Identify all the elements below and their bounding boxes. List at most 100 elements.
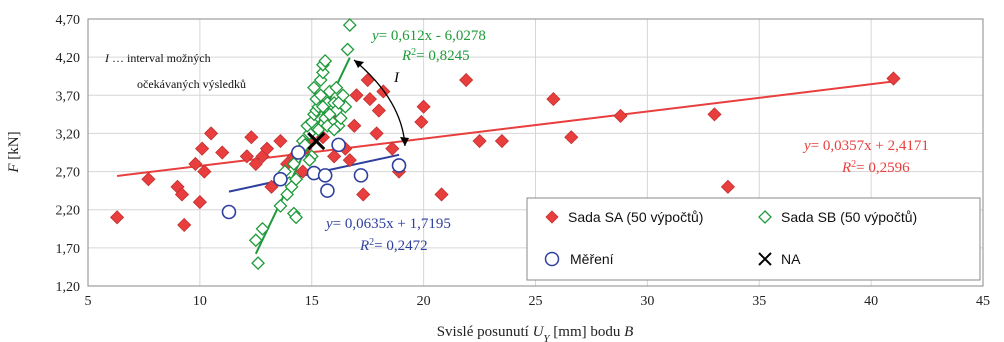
- y-tick-label: 2,70: [56, 166, 81, 181]
- interval-arc: [353, 59, 406, 147]
- x-tick-label: 10: [193, 294, 207, 309]
- point-sb: [318, 54, 333, 68]
- point-sa: [369, 126, 384, 141]
- point-sa: [259, 141, 275, 156]
- point-sa: [707, 107, 722, 122]
- point-sb: [248, 233, 263, 248]
- point-sa: [177, 217, 192, 233]
- point-sb: [331, 95, 346, 110]
- x-tick-labels: 5 10 15 20 25 30 35 40 45: [85, 294, 991, 309]
- eq-sb-r2: = 0,8245: [416, 48, 469, 64]
- point-sa: [215, 145, 230, 160]
- point-sa: [203, 126, 219, 141]
- point-sa: [342, 153, 357, 168]
- y-tick-label: 4,70: [56, 13, 81, 28]
- point-mereni: [273, 171, 288, 187]
- point-sb: [289, 172, 304, 187]
- svg-text:R2= 0,2596: R2= 0,2596: [841, 159, 910, 177]
- point-sa: [347, 118, 362, 133]
- eq-sa-text: = 0,0357x + 2,4171: [811, 138, 929, 154]
- point-sa: [356, 187, 371, 202]
- point-sb: [316, 99, 330, 114]
- legend-sa-marker: [545, 210, 559, 224]
- eq-sb-text: = 0,612x - 6,0278: [379, 28, 486, 44]
- point-sa: [546, 92, 561, 107]
- point-sa: [564, 130, 579, 145]
- point-sa: [188, 156, 203, 172]
- point-sa: [360, 72, 375, 88]
- legend-box: [526, 197, 981, 281]
- point-sa: [327, 149, 342, 164]
- point-sb: [333, 111, 348, 126]
- interval-arrow-top: [354, 60, 364, 68]
- legend-sa-label: Sada SA (50 výpočtů): [568, 209, 703, 225]
- svg-text:y= 0,0357x + 2,4171: y= 0,0357x + 2,4171: [802, 138, 929, 154]
- interval-note-line1: I… interval možných: [104, 51, 211, 65]
- eq-sa: y= 0,0357x + 2,4171 R2= 0,2596: [802, 138, 929, 176]
- point-sa: [472, 133, 487, 149]
- point-sb: [340, 42, 355, 57]
- eq-sa-r2: = 0,2596: [856, 160, 910, 176]
- y-tick-label: 3,70: [56, 89, 81, 104]
- point-sa: [192, 195, 207, 210]
- point-sa: [434, 187, 449, 202]
- y-tick-label: 2,20: [56, 204, 81, 219]
- point-mereni: [291, 145, 306, 160]
- eq-mereni: y= 0,0635x + 1,7195 R2= 0,2472: [324, 216, 451, 254]
- y-tick-label: 4,20: [56, 51, 81, 66]
- legend-sb-marker: [758, 210, 772, 224]
- point-sa: [295, 164, 310, 179]
- plot-frame: [87, 18, 984, 287]
- x-tick-label: 20: [417, 294, 431, 309]
- x-tick-label: 40: [864, 294, 878, 309]
- interval-label: I: [393, 70, 400, 86]
- svg-text:R2= 0,8245: R2= 0,8245: [401, 47, 470, 65]
- x-tick-label: 35: [752, 294, 766, 309]
- y-tick-label: 1,70: [56, 242, 81, 257]
- point-sa: [110, 210, 125, 225]
- point-sb: [327, 122, 342, 137]
- point-sb: [307, 80, 321, 95]
- x-tick-label: 25: [529, 294, 543, 309]
- interval-note-line2: očekávaných výsledků: [137, 77, 246, 91]
- point-sa: [494, 133, 510, 149]
- legend-mereni-marker: [544, 251, 560, 267]
- point-mereni: [391, 158, 407, 173]
- point-sb: [251, 256, 265, 271]
- eq-mereni-text: = 0,0635x + 1,7195: [333, 216, 451, 232]
- point-na: [307, 131, 326, 151]
- point-sa: [195, 141, 210, 156]
- y-tick-label: 3,20: [56, 127, 81, 142]
- point-sa: [459, 72, 474, 88]
- legend: Sada SA (50 výpočtů) Sada SB (50 výpočtů…: [526, 197, 981, 281]
- svg-text:R2= 0,2472: R2= 0,2472: [359, 237, 428, 255]
- legend-na-marker: [758, 252, 772, 266]
- point-mereni: [221, 204, 237, 220]
- x-tick-label: 30: [640, 294, 654, 309]
- point-sb: [255, 221, 270, 236]
- svg-text:y= 0,612x - 6,0278: y= 0,612x - 6,0278: [370, 28, 486, 44]
- point-sb: [273, 198, 288, 213]
- point-sa: [141, 172, 156, 187]
- eq-mereni-r2: = 0,2472: [374, 238, 427, 254]
- y-axis-title: F [kN]: [6, 131, 22, 173]
- x-tick-label: 15: [305, 294, 319, 309]
- y-tick-label: 1,20: [56, 280, 81, 295]
- point-sa: [886, 71, 901, 86]
- legend-na-label: NA: [781, 251, 801, 267]
- point-sb: [322, 107, 337, 122]
- point-sb: [342, 18, 357, 33]
- point-sb: [316, 65, 330, 80]
- point-sa: [174, 187, 190, 202]
- eq-sb: y= 0,612x - 6,0278 R2= 0,8245: [370, 28, 486, 64]
- point-sb: [302, 153, 317, 168]
- point-sa: [613, 108, 628, 123]
- point-sa: [362, 92, 377, 107]
- point-mereni: [320, 183, 335, 198]
- interval-arrow-bottom: [400, 137, 409, 146]
- x-tick-label: 45: [976, 294, 990, 309]
- y-tick-labels: 1,20 1,70 2,20 2,70 3,20 3,70 4,20 4,70: [56, 13, 81, 295]
- point-mereni: [353, 168, 369, 183]
- point-sa: [720, 179, 735, 194]
